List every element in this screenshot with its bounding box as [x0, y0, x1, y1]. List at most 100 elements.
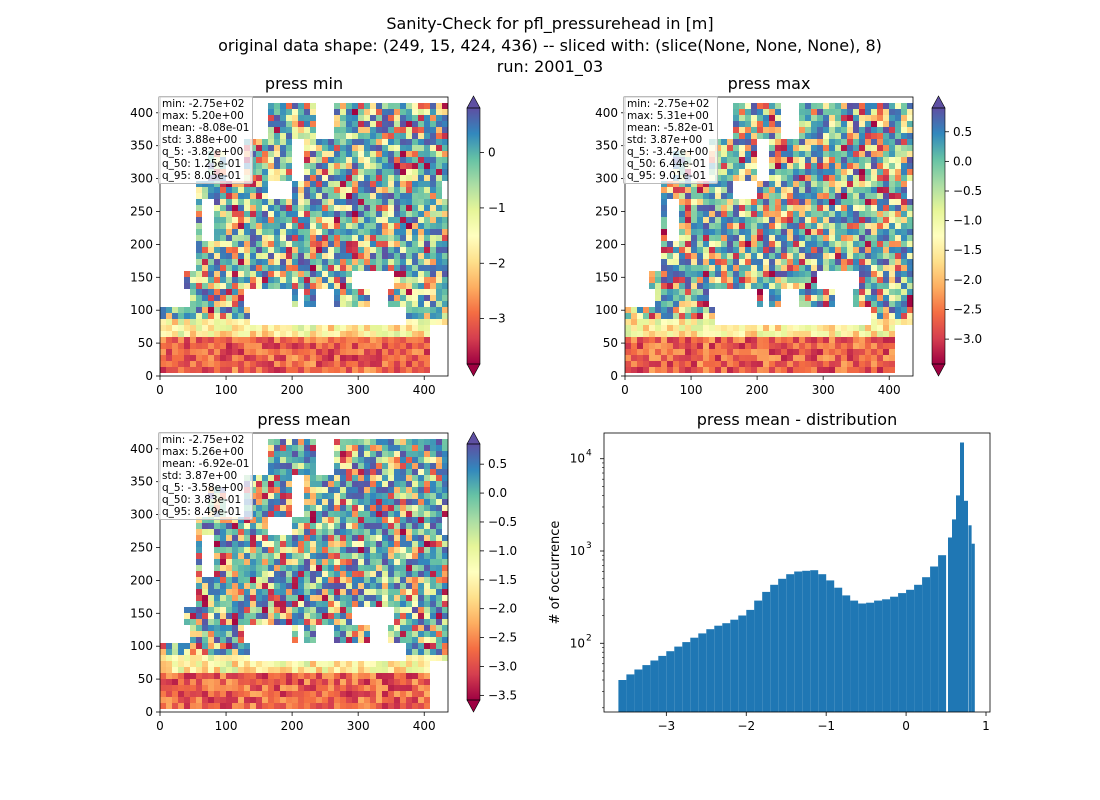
map-cell [328, 673, 334, 679]
map-cell [877, 115, 883, 121]
map-cell [394, 325, 400, 331]
map-cell [406, 301, 412, 307]
map-cell [436, 613, 442, 619]
map-cell [877, 355, 883, 361]
map-cell [340, 493, 346, 499]
map-cell [376, 445, 382, 451]
map-cell [817, 325, 823, 331]
map-cell [412, 103, 418, 109]
map-cell [877, 271, 883, 277]
map-cell [871, 163, 877, 169]
map-cell [370, 169, 376, 175]
map-cell [292, 337, 298, 343]
map-cell [262, 217, 268, 223]
map-cell [358, 481, 364, 487]
map-cell [865, 133, 871, 139]
map-cell [703, 253, 709, 259]
map-cell [310, 103, 316, 109]
map-cell [172, 331, 178, 337]
map-cell [376, 529, 382, 535]
map-cell [751, 163, 757, 169]
map-cell [388, 103, 394, 109]
map-cell [340, 481, 346, 487]
map-cell [877, 199, 883, 205]
map-cell [883, 127, 889, 133]
map-cell [382, 247, 388, 253]
map-cell [673, 271, 679, 277]
map-cell [406, 643, 412, 649]
map-cell [292, 577, 298, 583]
map-cell [769, 115, 775, 121]
map-cell [292, 205, 298, 211]
map-cell [436, 307, 442, 313]
map-cell [673, 181, 679, 187]
map-cell [793, 217, 799, 223]
map-cell [322, 703, 328, 709]
map-cell [805, 217, 811, 223]
map-cell [310, 265, 316, 271]
map-cell [352, 181, 358, 187]
map-cell [859, 181, 865, 187]
map-cell [250, 361, 256, 367]
map-cell [394, 349, 400, 355]
map-cell [346, 463, 352, 469]
map-cell [274, 121, 280, 127]
map-cell [244, 535, 250, 541]
map-cell [340, 673, 346, 679]
map-cell [787, 217, 793, 223]
map-cell [370, 139, 376, 145]
map-cell [340, 589, 346, 595]
map-cell [697, 271, 703, 277]
map-cell [220, 331, 226, 337]
map-cell [763, 343, 769, 349]
map-cell [376, 337, 382, 343]
map-cell [709, 217, 715, 223]
map-cell [256, 583, 262, 589]
map-cell [424, 451, 430, 457]
map-cell [364, 175, 370, 181]
map-cell [202, 625, 208, 631]
map-cell [835, 367, 841, 373]
map-cell [340, 277, 346, 283]
x-tick-label-mean: 100 [215, 719, 238, 733]
map-cell [709, 253, 715, 259]
map-cell [733, 109, 739, 115]
map-cell [901, 133, 907, 139]
map-cell [877, 229, 883, 235]
map-cell [238, 217, 244, 223]
map-cell [418, 199, 424, 205]
map-cell [238, 559, 244, 565]
map-cell [358, 697, 364, 703]
map-cell [364, 145, 370, 151]
map-cell [322, 325, 328, 331]
map-cell [208, 355, 214, 361]
map-cell [823, 199, 829, 205]
map-cell [226, 265, 232, 271]
map-cell [901, 271, 907, 277]
map-cell [352, 595, 358, 601]
map-cell [370, 541, 376, 547]
map-cell [424, 493, 430, 499]
map-cell [196, 187, 202, 193]
map-cell [400, 325, 406, 331]
map-cell [274, 241, 280, 247]
map-cell [679, 355, 685, 361]
map-cell [220, 685, 226, 691]
map-cell [883, 301, 889, 307]
map-cell [202, 301, 208, 307]
map-cell [310, 289, 316, 295]
map-cell [400, 193, 406, 199]
map-cell [418, 235, 424, 241]
map-cell [382, 259, 388, 265]
map-cell [388, 691, 394, 697]
map-cell [775, 145, 781, 151]
map-cell [817, 169, 823, 175]
map-cell [310, 115, 316, 121]
map-cell [352, 703, 358, 709]
map-cell [202, 343, 208, 349]
map-cell [358, 121, 364, 127]
map-cell [268, 607, 274, 613]
map-cell [340, 661, 346, 667]
map-cell [274, 127, 280, 133]
map-cell [190, 679, 196, 685]
